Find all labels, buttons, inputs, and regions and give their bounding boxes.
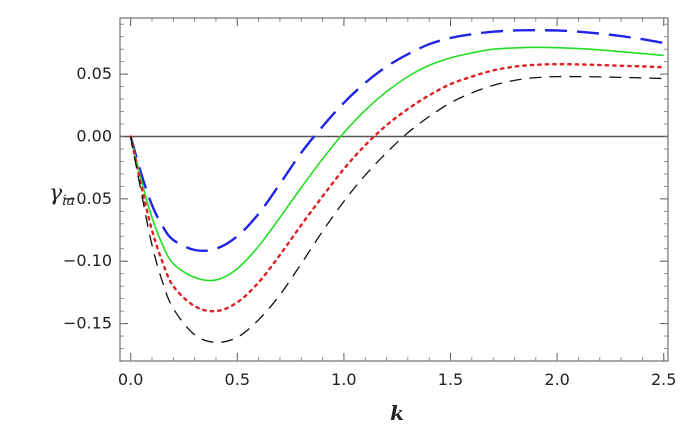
series-line-2 — [129, 46, 664, 282]
series-line-1 — [129, 29, 664, 253]
plot-frame — [119, 17, 669, 362]
x-tick-label: 1.5 — [438, 370, 463, 389]
x-tick-label: 1.0 — [331, 370, 356, 389]
y-tick-label: 0.00 — [76, 126, 112, 145]
y-tick-label: −0.15 — [63, 314, 112, 333]
x-tick-label: 2.0 — [544, 370, 569, 389]
series-line-4 — [130, 75, 664, 343]
y-tick-label: −0.10 — [63, 251, 112, 270]
tick-labels-group: 0.0 0.5 1.0 1.5 2.0 2.5 0.05 0.00 −0.05 −0.10 −0.1… — [63, 64, 676, 389]
series-line-3 — [129, 62, 665, 313]
y-tick-label: −0.05 — [63, 189, 112, 208]
x-tick-label: 0.5 — [225, 370, 250, 389]
y-tick-label: 0.05 — [76, 64, 112, 83]
series-group — [129, 29, 665, 343]
x-tick-label: 0.0 — [118, 370, 143, 389]
y-axis-label: γia — [49, 181, 75, 209]
ticks-group — [120, 18, 668, 361]
x-tick-label: 2.5 — [651, 370, 676, 389]
y-axis-label-sub: ia — [62, 193, 75, 209]
x-axis-label: k — [390, 401, 404, 425]
y-axis-label-main: γ — [49, 181, 63, 206]
